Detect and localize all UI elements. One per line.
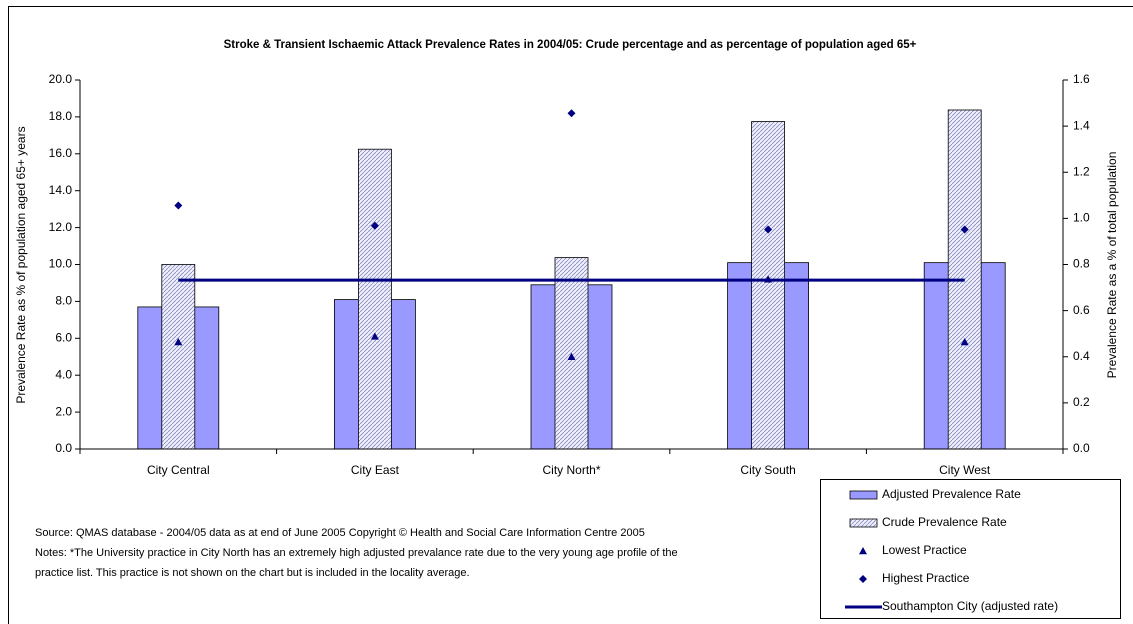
y2-tick-label: 0.6 xyxy=(1073,303,1090,317)
marker-triangle xyxy=(960,337,969,346)
legend-swatch xyxy=(849,518,878,528)
legend-box xyxy=(820,479,1121,619)
legend-swatch xyxy=(859,575,867,583)
source-note: Source: QMAS database - 2004/05 data as … xyxy=(35,527,645,539)
y2-tick-label: 0.2 xyxy=(1073,395,1090,409)
y2-axis-title: Prevalence Rate as a % of total populati… xyxy=(1105,152,1119,379)
y-axis-title: Prevalence Rate as % of population aged … xyxy=(14,126,28,403)
y2-tick-label: 0.4 xyxy=(1073,349,1090,363)
marker-triangle xyxy=(174,337,183,346)
y-tick-label: 14.0 xyxy=(49,183,73,197)
y2-tick-label: 0.0 xyxy=(1073,441,1090,455)
y-tick-label: 16.0 xyxy=(49,146,73,160)
y2-tick-label: 1.0 xyxy=(1073,211,1090,225)
y-tick-label: 8.0 xyxy=(55,294,72,308)
notes-line: Notes: *The University practice in City … xyxy=(35,547,678,559)
legend-label: Southampton City (adjusted rate) xyxy=(882,599,1058,613)
marker-diamond xyxy=(960,225,969,234)
legend-label: Crude Prevalence Rate xyxy=(882,515,1007,529)
bar xyxy=(751,121,785,450)
marker-triangle xyxy=(567,352,576,360)
x-tick-label: City North* xyxy=(542,463,600,477)
y-tick-label: 0.0 xyxy=(55,441,72,455)
marker-diamond xyxy=(764,225,773,234)
frame xyxy=(8,6,1133,624)
y-tick-label: 12.0 xyxy=(49,220,73,234)
y-tick-label: 2.0 xyxy=(55,404,72,418)
y-tick-label: 6.0 xyxy=(55,330,72,344)
y2-tick-label: 0.8 xyxy=(1073,257,1090,271)
y2-tick-label: 1.4 xyxy=(1073,118,1090,132)
marker-diamond xyxy=(370,221,379,230)
y-tick-label: 10.0 xyxy=(49,257,73,271)
x-tick-label: City East xyxy=(351,463,400,477)
marker-diamond xyxy=(174,201,183,210)
legend-label: Lowest Practice xyxy=(882,543,967,557)
y2-tick-label: 1.6 xyxy=(1073,72,1090,86)
y-tick-label: 18.0 xyxy=(49,109,73,123)
y2-tick-label: 1.2 xyxy=(1073,164,1090,178)
x-tick-label: City West xyxy=(939,463,991,477)
notes-line: practice list. This practice is not show… xyxy=(35,567,470,579)
legend-label: Highest Practice xyxy=(882,571,970,585)
legend-label: Adjusted Prevalence Rate xyxy=(882,487,1021,501)
x-tick-label: City Central xyxy=(147,463,210,477)
legend-swatch xyxy=(849,490,878,500)
y-tick-label: 20.0 xyxy=(49,72,73,86)
marker-triangle xyxy=(370,332,379,340)
bar xyxy=(161,264,196,450)
chart-title: Stroke & Transient Ischaemic Attack Prev… xyxy=(224,39,917,51)
y-tick-label: 4.0 xyxy=(55,367,72,381)
bar xyxy=(357,148,392,450)
x-tick-label: City South xyxy=(740,463,795,477)
marker-diamond xyxy=(567,109,576,118)
legend-swatch xyxy=(859,547,867,555)
